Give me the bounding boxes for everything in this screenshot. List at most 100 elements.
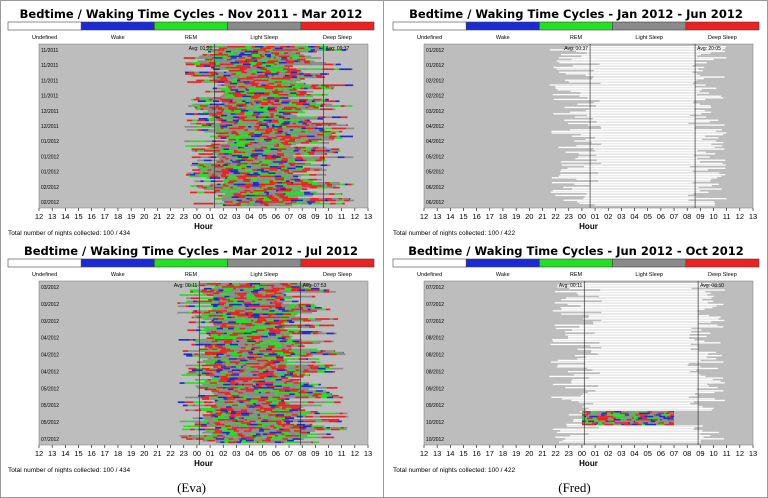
night-segment (290, 110, 298, 112)
night-segment (255, 382, 258, 384)
night-segment (229, 145, 238, 147)
night-bar (552, 310, 698, 312)
night-segment (251, 415, 257, 418)
night-segment (202, 300, 208, 303)
night-segment (218, 366, 221, 368)
night-segment (275, 178, 285, 181)
night-segment (215, 105, 219, 107)
night-segment (204, 438, 214, 440)
night-segment (210, 311, 216, 314)
legend-label: Undefined (32, 272, 57, 278)
night-bar (560, 313, 699, 315)
night-segment (227, 177, 236, 179)
night-segment (232, 420, 236, 423)
night-segment (222, 315, 227, 317)
night-segment (249, 414, 258, 416)
night-segment (296, 379, 300, 381)
night-segment (243, 319, 252, 322)
night-segment (258, 178, 268, 181)
night-segment (230, 55, 235, 58)
night-segment (230, 412, 236, 415)
night-segment (344, 105, 347, 107)
night-segment (262, 292, 271, 295)
night-segment (299, 129, 306, 131)
night-segment (208, 347, 213, 349)
night-segment (307, 401, 314, 404)
night-segment (240, 438, 247, 440)
x-tick-label: 04 (245, 212, 253, 221)
night-segment (207, 174, 212, 176)
night-segment (289, 185, 299, 187)
night-segment (244, 113, 253, 115)
night-segment (331, 47, 332, 50)
night-segment (210, 73, 216, 75)
night-segment (233, 324, 239, 327)
night-segment (313, 50, 317, 53)
night-segment (260, 404, 269, 407)
night-segment (280, 295, 284, 298)
night-segment (292, 114, 297, 117)
night-segment (252, 164, 262, 167)
night-segment (631, 414, 634, 416)
night-segment (211, 108, 216, 111)
night-segment (255, 150, 264, 152)
night-segment (606, 412, 612, 415)
night-segment (258, 438, 266, 440)
night-segment (237, 111, 241, 114)
night-segment (226, 319, 229, 322)
night-segment (241, 417, 244, 420)
night-segment (226, 121, 236, 123)
night-segment (638, 411, 640, 413)
night-segment (302, 415, 306, 418)
night-segment (244, 174, 247, 176)
night-segment (219, 342, 224, 344)
night-segment (238, 103, 247, 106)
night-segment (238, 348, 247, 351)
night-segment (278, 289, 285, 292)
legend-label: Undefined (417, 35, 442, 41)
night-segment (224, 105, 227, 107)
night-segment (296, 156, 300, 159)
night-segment (213, 291, 217, 293)
night-bar (578, 401, 694, 403)
night-segment (274, 74, 278, 77)
night-segment (262, 339, 269, 341)
night-segment (221, 356, 229, 359)
night-segment (245, 58, 253, 61)
night-segment (265, 391, 270, 394)
y-tick-label: 05/2012 (426, 170, 444, 176)
night-segment (285, 417, 290, 420)
night-segment (278, 148, 287, 151)
night-segment (274, 81, 283, 83)
night-segment (255, 436, 259, 439)
night-segment (250, 97, 259, 99)
night-segment (292, 367, 297, 370)
night-segment (308, 47, 313, 50)
night-segment (204, 347, 209, 349)
x-tick-label: 12 (351, 212, 359, 221)
night-segment (258, 299, 263, 301)
x-tick-label: 23 (180, 212, 188, 221)
night-segment (279, 380, 286, 383)
night-segment (222, 186, 228, 189)
night-segment (210, 380, 216, 383)
night-segment (256, 71, 263, 74)
night-segment (332, 186, 340, 189)
x-tick-label: 14 (61, 212, 69, 221)
night-segment (323, 134, 330, 136)
night-segment (282, 81, 290, 83)
night-segment (634, 415, 637, 418)
night-segment (311, 122, 321, 125)
night-segment (188, 350, 193, 352)
night-segment (339, 412, 344, 415)
x-tick-label: 08 (683, 212, 691, 221)
night-segment (264, 439, 268, 442)
night-segment (197, 191, 205, 194)
night-bar (598, 385, 710, 387)
night-segment (265, 372, 274, 375)
night-segment (221, 423, 225, 426)
night-segment (207, 170, 211, 173)
night-segment (297, 90, 307, 93)
night-segment (201, 289, 207, 292)
night-segment (263, 138, 268, 141)
